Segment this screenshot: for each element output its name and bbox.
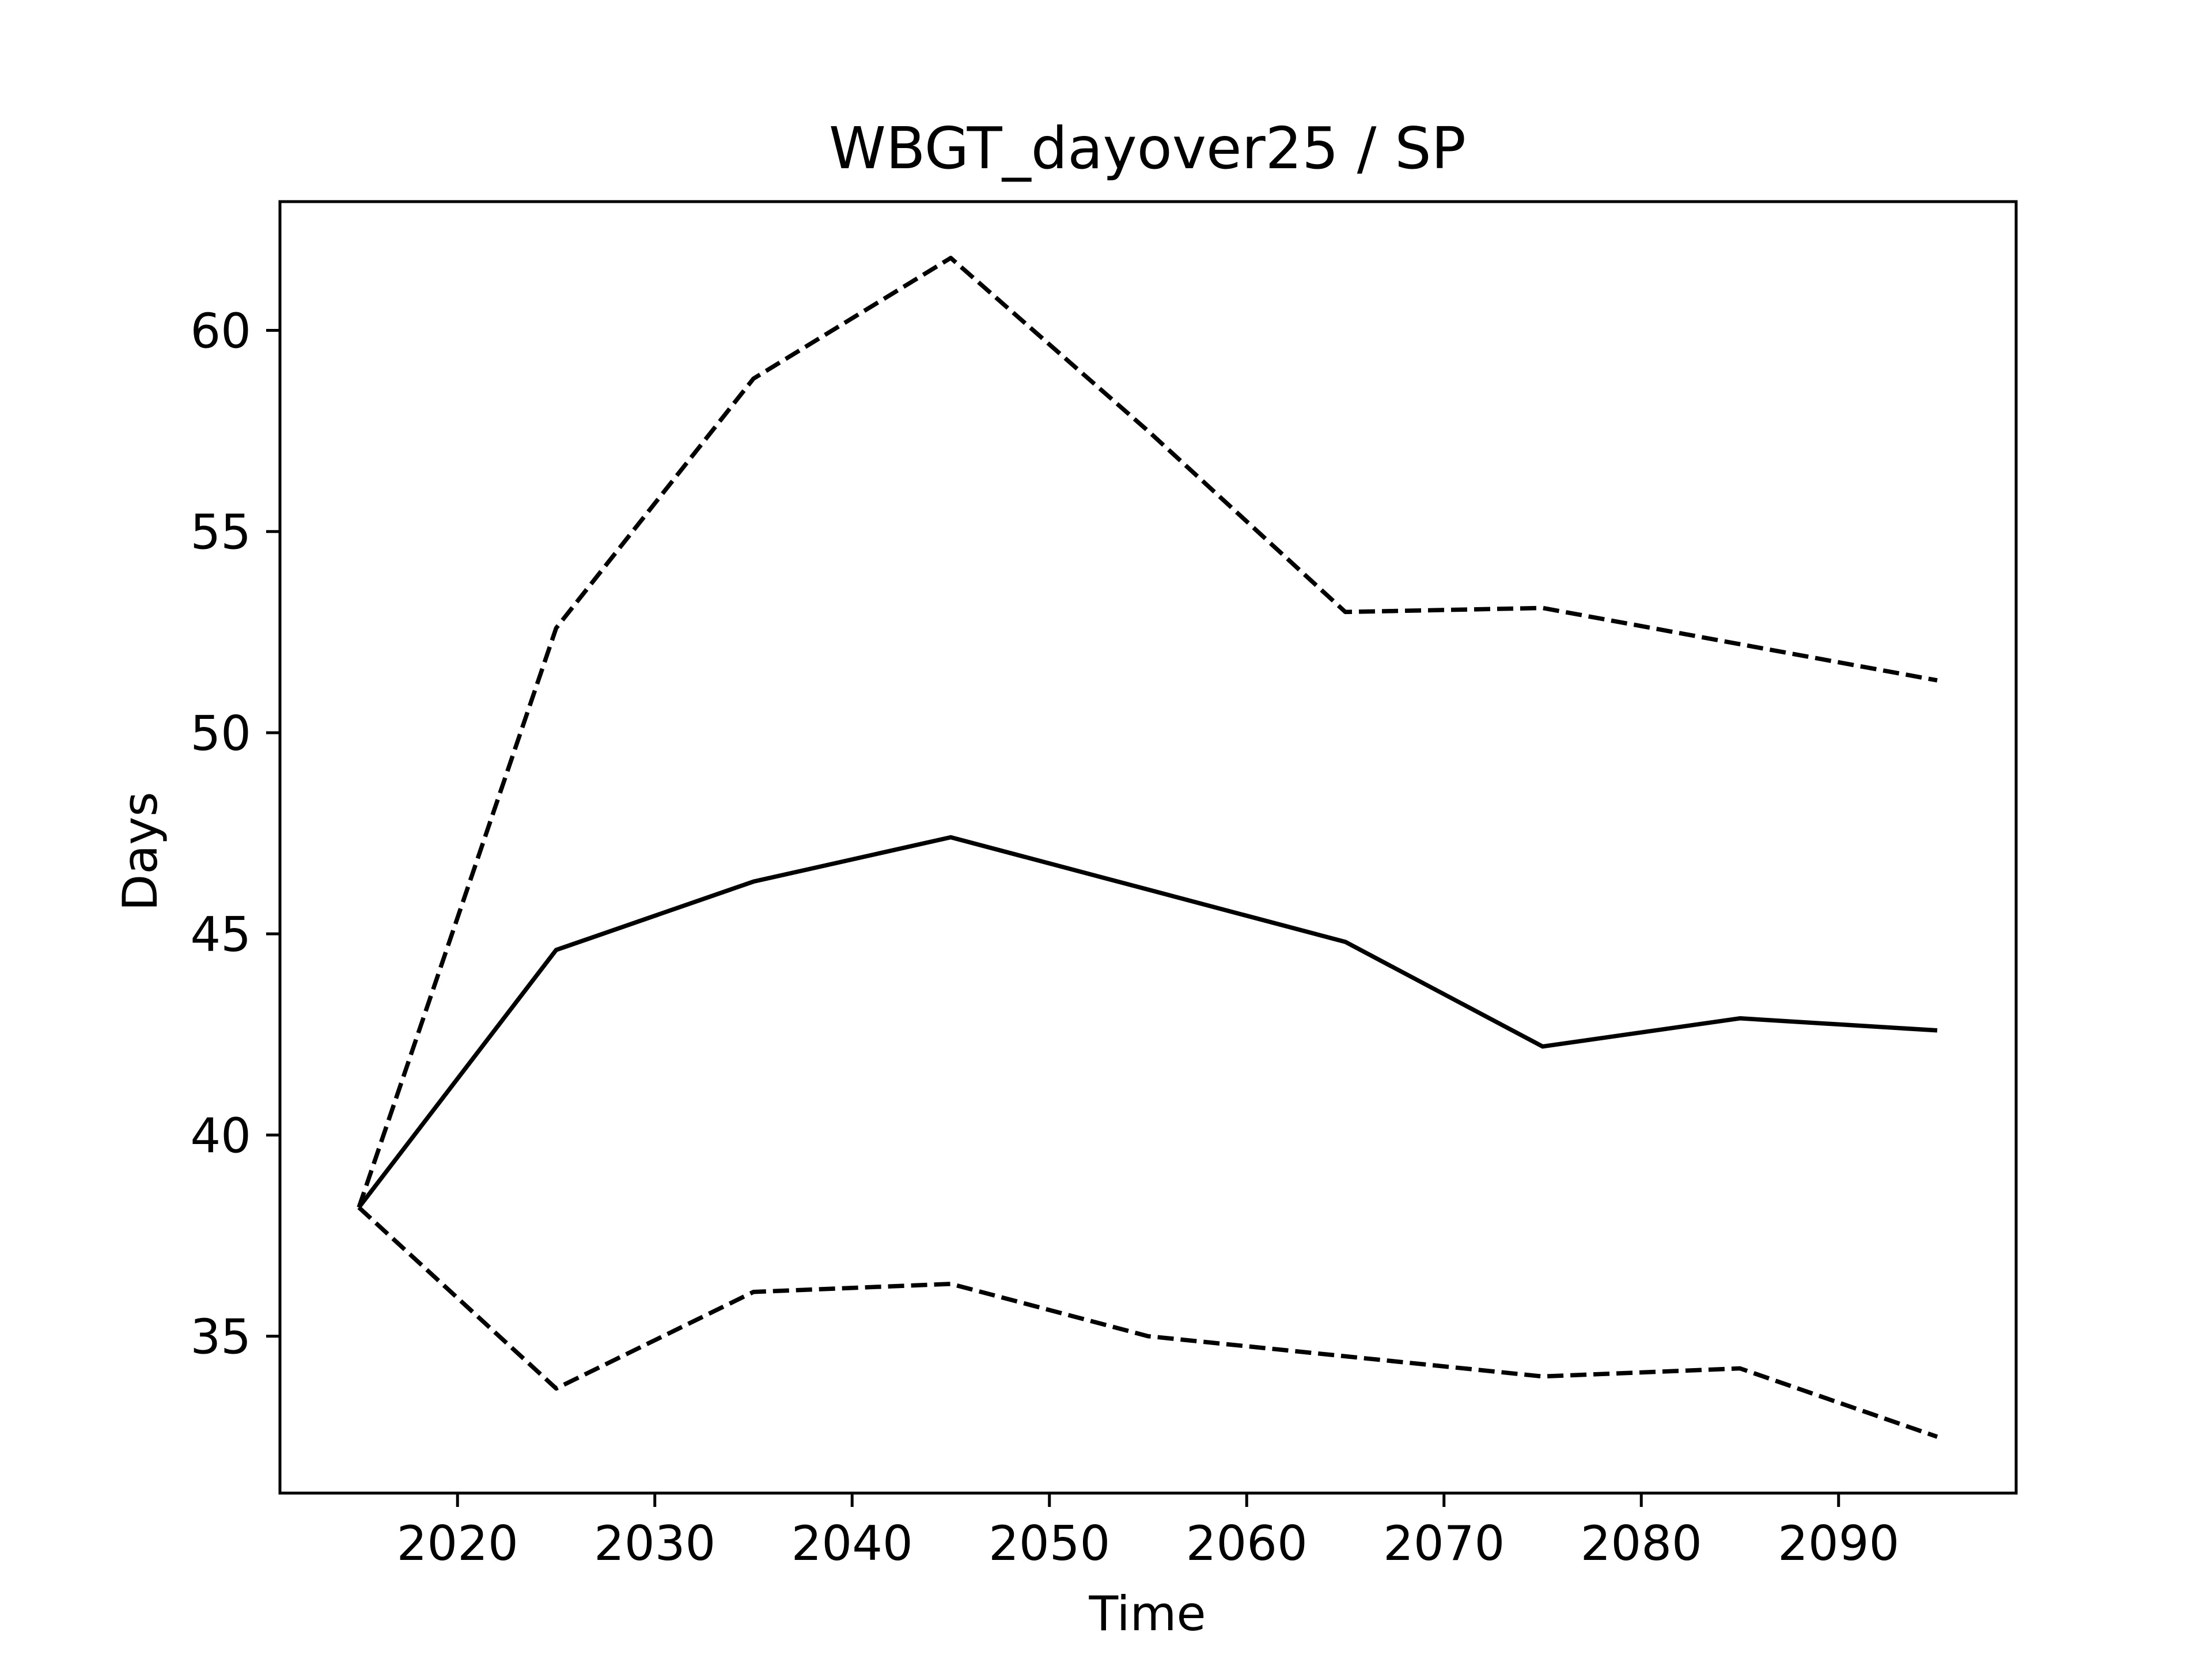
x-axis-label: Time [1088,1586,1206,1642]
x-tick-label: 2020 [397,1516,518,1571]
y-tick-label: 60 [190,304,251,359]
series-line-3 [357,1206,1938,1439]
y-axis: 35 40 45 50 55 60 [190,304,280,1365]
series-layer [357,256,1938,1439]
x-tick-label: 2070 [1383,1516,1505,1571]
x-tick-label: 2040 [791,1516,913,1571]
x-tick-label: 2090 [1778,1516,1899,1571]
x-tick-label: 2050 [988,1516,1110,1571]
series-line-1 [357,835,1938,1209]
x-axis: 2020 2030 2040 2050 2060 2070 2080 2090 [397,1493,1899,1571]
plot-frame [278,200,2018,1495]
y-axis-label: Days [112,791,168,911]
y-tick-label: 55 [190,505,251,560]
x-tick-label: 2060 [1186,1516,1308,1571]
series-line-2 [357,256,1938,1209]
x-tick-label: 2030 [594,1516,715,1571]
chart-title: WBGT_dayover25 / SP [829,115,1466,182]
y-tick-label: 40 [190,1108,251,1164]
y-tick-label: 35 [190,1309,251,1365]
y-tick-label: 45 [190,907,251,963]
x-tick-label: 2080 [1581,1516,1702,1571]
y-tick-label: 50 [190,706,251,762]
